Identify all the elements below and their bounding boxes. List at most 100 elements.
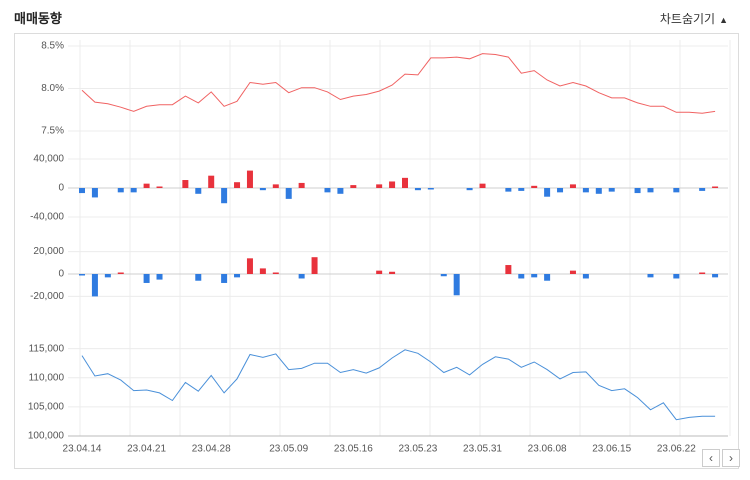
bar-positive [246, 258, 253, 274]
bar-negative [647, 188, 654, 193]
y-tick-label: 8.0% [41, 83, 64, 94]
bar-positive [569, 270, 576, 274]
x-tick-label: 23.05.16 [334, 444, 373, 455]
bar-negative [91, 188, 98, 198]
triangle-up-icon: ▲ [719, 15, 728, 25]
bar-positive [234, 182, 241, 188]
bar-positive [117, 272, 124, 274]
bar-negative [298, 274, 305, 279]
bar-negative [79, 188, 85, 194]
bar-negative [699, 188, 706, 191]
chart-panel [14, 33, 739, 469]
bar-negative [466, 188, 473, 191]
x-tick-label: 23.06.08 [528, 444, 567, 455]
bar-positive [298, 182, 305, 188]
bar-negative [156, 274, 163, 280]
bar-negative [195, 188, 202, 194]
bar-positive [208, 175, 215, 188]
bar-negative [337, 188, 344, 194]
bar-negative [544, 274, 551, 281]
bar-positive [156, 186, 163, 188]
next-button[interactable]: › [722, 449, 740, 467]
bar-negative [221, 188, 228, 204]
bar-positive [376, 270, 383, 274]
bar-negative [285, 188, 292, 199]
bar-negative [414, 188, 421, 191]
bar-negative [234, 274, 241, 278]
bar-negative [259, 188, 266, 191]
y-tick-label: 105,000 [28, 402, 65, 413]
y-tick-label: -20,000 [30, 291, 64, 302]
bar-negative [712, 274, 719, 278]
x-tick-label: 23.06.22 [657, 444, 696, 455]
bar-negative [505, 188, 512, 192]
price-line [81, 349, 716, 421]
bar-positive [389, 271, 396, 274]
bar-negative [557, 188, 564, 193]
bar-positive [350, 185, 357, 188]
bar-positive [699, 272, 706, 274]
y-tick-label: 0 [58, 183, 64, 194]
bar-positive [479, 183, 486, 188]
bar-negative [634, 188, 641, 194]
bar-negative [117, 188, 124, 193]
bar-positive [569, 184, 576, 188]
bar-negative [427, 188, 434, 190]
bar-negative [582, 274, 589, 279]
bar-positive [531, 185, 538, 188]
bar-negative [544, 188, 551, 197]
bar-positive [143, 183, 150, 188]
bar-negative [104, 274, 111, 278]
x-tick-label: 23.05.09 [269, 444, 308, 455]
bar-negative [518, 188, 525, 191]
prev-button[interactable]: ‹ [702, 449, 720, 467]
bar-positive [402, 177, 408, 188]
bar-negative [673, 188, 680, 193]
bar-negative [91, 274, 98, 297]
y-tick-label: 20,000 [33, 246, 64, 257]
x-tick-label: 23.04.21 [127, 444, 166, 455]
bar-positive [272, 184, 279, 188]
bar-positive [505, 265, 512, 274]
y-tick-label: -40,000 [30, 212, 64, 223]
bar-positive [182, 180, 189, 188]
bar-negative [531, 274, 538, 278]
rate-line [81, 53, 716, 114]
bar-negative [440, 274, 447, 277]
x-tick-label: 23.04.28 [192, 444, 231, 455]
y-tick-label: 100,000 [28, 431, 65, 442]
bar-negative [130, 188, 137, 193]
y-tick-label: 110,000 [29, 372, 65, 383]
bar-positive [311, 257, 318, 274]
bar-positive [712, 186, 719, 188]
x-tick-label: 23.05.23 [398, 444, 437, 455]
bar-negative [595, 188, 602, 194]
bar-negative [79, 274, 85, 276]
bar-positive [389, 181, 396, 188]
bar-positive [259, 268, 266, 274]
y-tick-label: 0 [58, 269, 64, 280]
bar-negative [582, 188, 589, 193]
bar-negative [647, 274, 654, 278]
hide-chart-label: 차트숨기기 [659, 12, 716, 26]
x-tick-label: 23.04.14 [63, 444, 102, 455]
bar-positive [246, 170, 253, 188]
x-tick-label: 23.05.31 [463, 444, 502, 455]
bar-negative [221, 274, 228, 283]
bar-negative [673, 274, 680, 279]
section-title: 매매동향 [14, 11, 62, 26]
bar-negative [518, 274, 525, 279]
y-tick-label: 115,000 [29, 343, 65, 354]
x-tick-label: 23.06.15 [592, 444, 631, 455]
bar-negative [608, 188, 615, 192]
hide-chart-toggle[interactable]: 차트숨기기 ▲ [660, 10, 728, 27]
y-tick-label: 8.5% [41, 41, 64, 52]
y-tick-label: 7.5% [41, 126, 64, 137]
bar-positive [376, 184, 383, 188]
bar-negative [143, 274, 150, 283]
bar-negative [324, 188, 331, 193]
bar-negative [195, 274, 202, 281]
bar-negative [453, 274, 460, 296]
y-tick-label: 40,000 [33, 154, 64, 165]
